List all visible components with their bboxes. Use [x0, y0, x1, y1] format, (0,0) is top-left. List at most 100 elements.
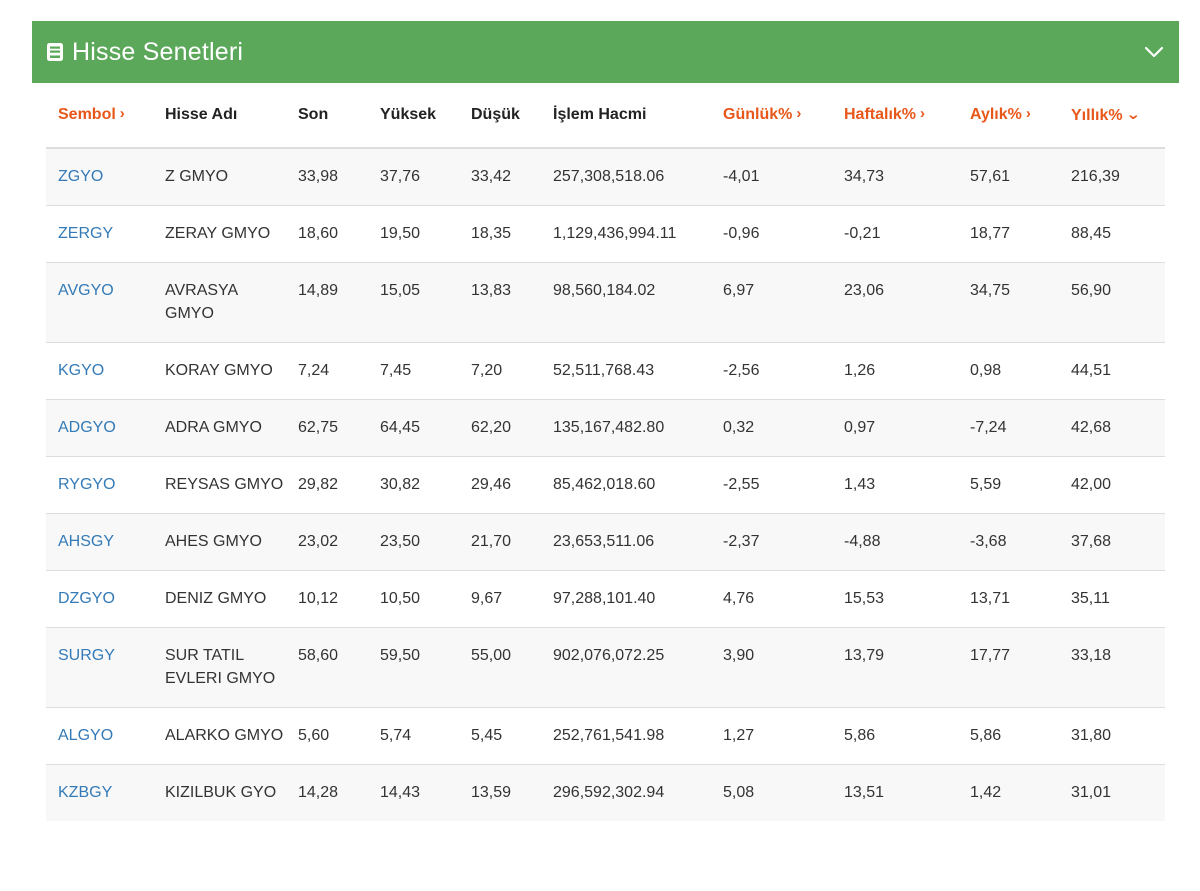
cell-aylik: 0,98 [958, 342, 1059, 400]
cell-sembol: ZGYO [46, 147, 153, 206]
table-row: SURGY SUR TATIL EVLERI GMYO 58,60 59,50 55,0… [46, 627, 1165, 708]
cell-aylik: -7,24 [958, 399, 1059, 457]
cell-yillik: 31,01 [1059, 764, 1165, 821]
cell-hisse-adi: Z GMYO [153, 147, 286, 206]
cell-sembol: DZGYO [46, 570, 153, 628]
cell-yillik: 88,45 [1059, 205, 1165, 263]
symbol-link[interactable]: DZGYO [58, 590, 115, 607]
cell-dusuk: 55,00 [459, 627, 541, 708]
cell-gunluk: -2,37 [711, 513, 832, 571]
sort-arrow-icon: › [796, 105, 802, 122]
cell-son: 29,82 [286, 456, 368, 514]
cell-dusuk: 29,46 [459, 456, 541, 514]
cell-yuksek: 15,05 [368, 262, 459, 343]
cell-aylik: 5,86 [958, 707, 1059, 765]
symbol-link[interactable]: ALGYO [58, 727, 114, 744]
column-header-gunluk[interactable]: Günlük% › [711, 83, 832, 149]
cell-yillik: 35,11 [1059, 570, 1165, 628]
column-header-islem-hacmi: İşlem Hacmi [541, 83, 711, 149]
symbol-link[interactable]: ZERGY [58, 225, 114, 242]
cell-yuksek: 64,45 [368, 399, 459, 457]
column-header-yuksek: Yüksek [368, 83, 459, 149]
symbol-link[interactable]: KZBGY [58, 784, 113, 801]
cell-haftalik: 23,06 [832, 262, 958, 343]
cell-dusuk: 9,67 [459, 570, 541, 628]
column-header-hisse-adi: Hisse Adı [153, 83, 286, 149]
cell-son: 62,75 [286, 399, 368, 457]
cell-haftalik: -4,88 [832, 513, 958, 571]
cell-yuksek: 5,74 [368, 707, 459, 765]
cell-gunluk: 0,32 [711, 399, 832, 457]
column-header-label: Yıllık% [1071, 106, 1123, 124]
cell-sembol: SURGY [46, 627, 153, 708]
cell-gunluk: 4,76 [711, 570, 832, 628]
table-row: ALGYO ALARKO GMYO 5,60 5,74 5,45 252,761,541.… [46, 707, 1165, 765]
symbol-link[interactable]: ADGYO [58, 419, 116, 436]
cell-gunluk: 3,90 [711, 627, 832, 708]
column-header-label: Sembol [58, 106, 116, 123]
panel-title-wrap: Hisse Senetleri [46, 38, 243, 67]
cell-dusuk: 7,20 [459, 342, 541, 400]
cell-son: 18,60 [286, 205, 368, 263]
cell-sembol: ADGYO [46, 399, 153, 457]
book-icon [46, 41, 64, 63]
cell-islem-hacmi: 902,076,072.25 [541, 627, 711, 708]
cell-gunluk: 5,08 [711, 764, 832, 821]
column-header-aylik[interactable]: Aylık% › [958, 83, 1059, 149]
symbol-link[interactable]: SURGY [58, 647, 115, 664]
column-header-label: Yüksek [380, 106, 437, 123]
panel-header[interactable]: Hisse Senetleri [32, 21, 1179, 83]
cell-yillik: 33,18 [1059, 627, 1165, 708]
table-row: RYGYO REYSAS GMYO 29,82 30,82 29,46 85,462,01… [46, 456, 1165, 514]
cell-aylik: 13,71 [958, 570, 1059, 628]
column-header-label: Son [298, 106, 329, 123]
symbol-link[interactable]: ZGYO [58, 168, 104, 185]
cell-gunluk: -4,01 [711, 147, 832, 206]
symbol-link[interactable]: RYGYO [58, 476, 116, 493]
table-header-row: Sembol › Hisse Adı Son Yüksek Düşük İşlem Hacm… [46, 83, 1165, 149]
column-header-label: Hisse Adı [165, 106, 238, 123]
chevron-down-icon[interactable] [1144, 42, 1164, 62]
cell-dusuk: 13,83 [459, 262, 541, 343]
cell-dusuk: 62,20 [459, 399, 541, 457]
cell-dusuk: 33,42 [459, 147, 541, 206]
cell-hisse-adi: ALARKO GMYO [153, 707, 286, 765]
table-row: KGYO KORAY GMYO 7,24 7,45 7,20 52,511,768.43-… [46, 342, 1165, 400]
cell-sembol: ZERGY [46, 205, 153, 263]
cell-son: 33,98 [286, 147, 368, 206]
cell-dusuk: 5,45 [459, 707, 541, 765]
symbol-link[interactable]: KGYO [58, 362, 105, 379]
cell-aylik: 5,59 [958, 456, 1059, 514]
cell-dusuk: 13,59 [459, 764, 541, 821]
cell-haftalik: 5,86 [832, 707, 958, 765]
cell-gunluk: 1,27 [711, 707, 832, 765]
column-header-dusuk: Düşük [459, 83, 541, 149]
cell-haftalik: 1,26 [832, 342, 958, 400]
symbol-link[interactable]: AHSGY [58, 533, 115, 550]
cell-sembol: KGYO [46, 342, 153, 400]
cell-yillik: 37,68 [1059, 513, 1165, 571]
column-header-haftalik[interactable]: Haftalık% › [832, 83, 958, 149]
symbol-link[interactable]: AVGYO [58, 282, 114, 299]
cell-yillik: 42,00 [1059, 456, 1165, 514]
column-header-son: Son [286, 83, 368, 149]
cell-yuksek: 7,45 [368, 342, 459, 400]
cell-gunluk: 6,97 [711, 262, 832, 343]
cell-son: 14,89 [286, 262, 368, 343]
cell-aylik: 18,77 [958, 205, 1059, 263]
cell-gunluk: -0,96 [711, 205, 832, 263]
cell-yuksek: 59,50 [368, 627, 459, 708]
cell-dusuk: 18,35 [459, 205, 541, 263]
panel-title: Hisse Senetleri [72, 37, 244, 66]
column-header-yillik[interactable]: Yıllık% ⌄ [1059, 83, 1165, 149]
cell-hisse-adi: REYSAS GMYO [153, 456, 286, 514]
cell-hisse-adi: ZERAY GMYO [153, 205, 286, 263]
cell-haftalik: 0,97 [832, 399, 958, 457]
cell-islem-hacmi: 23,653,511.06 [541, 513, 711, 571]
cell-islem-hacmi: 85,462,018.60 [541, 456, 711, 514]
cell-hisse-adi: AHES GMYO [153, 513, 286, 571]
table-row: ZERGY ZERAY GMYO 18,60 19,50 18,35 1,129,436,… [46, 205, 1165, 263]
cell-aylik: 34,75 [958, 262, 1059, 343]
cell-yuksek: 19,50 [368, 205, 459, 263]
column-header-sembol[interactable]: Sembol › [46, 83, 153, 149]
